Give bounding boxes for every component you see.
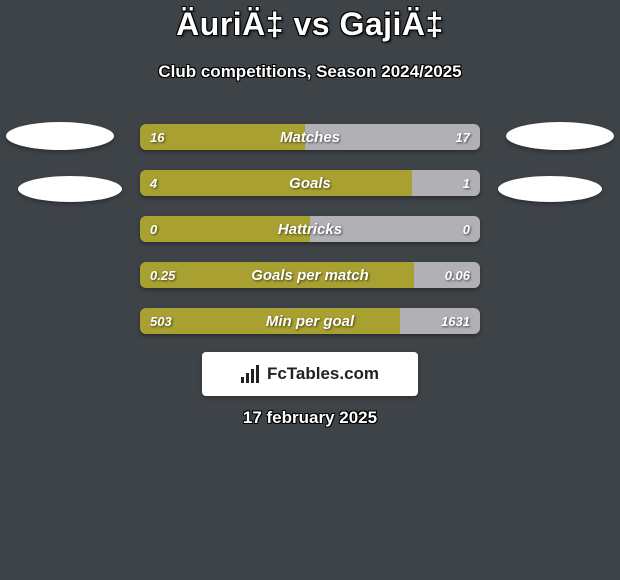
stat-row: 41Goals bbox=[140, 170, 480, 196]
stat-label: Min per goal bbox=[140, 308, 480, 334]
stat-label: Goals bbox=[140, 170, 480, 196]
stat-row: 00Hattricks bbox=[140, 216, 480, 242]
player-badge-mid-right bbox=[498, 176, 602, 202]
stat-label: Hattricks bbox=[140, 216, 480, 242]
stat-row: 5031631Min per goal bbox=[140, 308, 480, 334]
bar-chart-icon bbox=[241, 365, 261, 383]
subtitle: Club competitions, Season 2024/2025 bbox=[0, 62, 620, 82]
stat-row: 0.250.06Goals per match bbox=[140, 262, 480, 288]
stat-label: Matches bbox=[140, 124, 480, 150]
player-badge-top-left bbox=[6, 122, 114, 150]
stat-bars: 1617Matches 41Goals 00Hattricks 0.250.06Goa… bbox=[140, 124, 480, 354]
page-title: ÄuriÄ‡ vs GajiÄ‡ bbox=[0, 6, 620, 43]
player-badge-mid-left bbox=[18, 176, 122, 202]
player-badge-top-right bbox=[506, 122, 614, 150]
comparison-card: ÄuriÄ‡ vs GajiÄ‡ Club competitions, Seas… bbox=[0, 0, 620, 580]
stat-row: 1617Matches bbox=[140, 124, 480, 150]
date-label: 17 february 2025 bbox=[0, 408, 620, 428]
logo-text: FcTables.com bbox=[267, 364, 379, 384]
stat-label: Goals per match bbox=[140, 262, 480, 288]
fctables-logo: FcTables.com bbox=[202, 352, 418, 396]
